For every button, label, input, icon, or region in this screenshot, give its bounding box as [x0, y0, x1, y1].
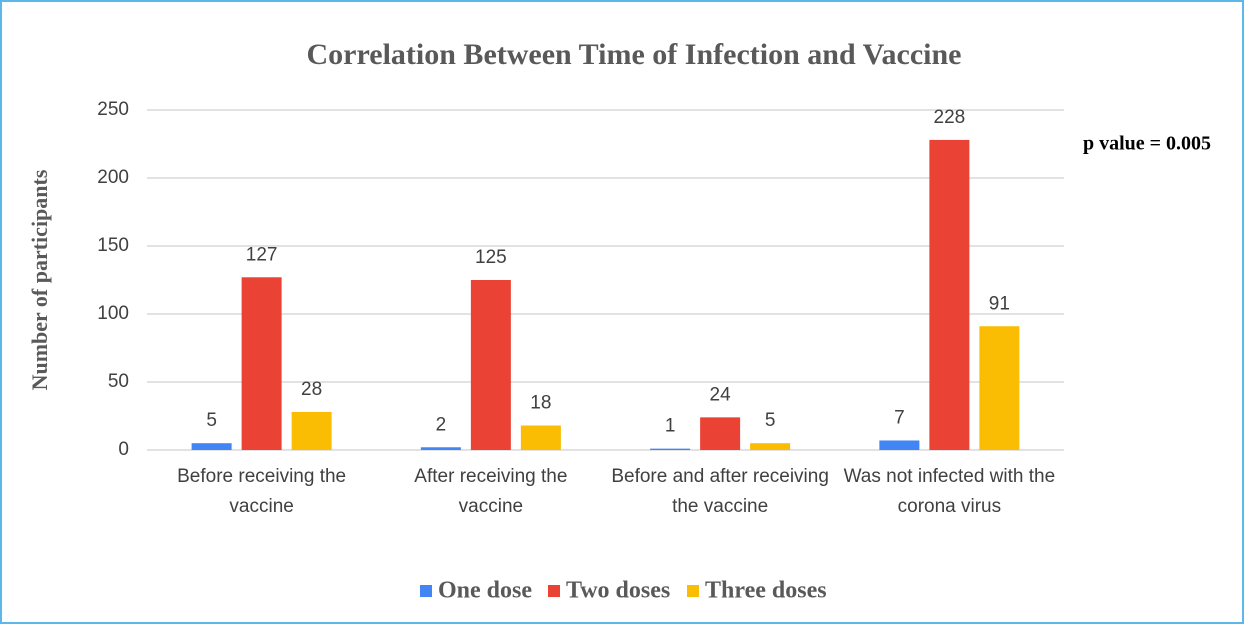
bar [879, 440, 920, 450]
bar [191, 443, 232, 450]
y-tick-label: 0 [118, 439, 129, 460]
y-tick-label: 100 [97, 303, 129, 324]
bar [420, 447, 461, 450]
bar [520, 425, 561, 450]
data-label: 1 [665, 416, 676, 437]
bar [470, 280, 511, 450]
legend-label: Three doses [705, 578, 827, 604]
data-label: 24 [710, 384, 732, 405]
legend-label: One dose [438, 578, 532, 604]
data-label: 7 [894, 407, 905, 428]
bar [650, 448, 691, 450]
legend-swatch [548, 585, 560, 597]
data-label: 2 [436, 414, 447, 435]
y-tick-label: 200 [97, 167, 129, 188]
bar [291, 411, 332, 450]
x-tick-label: After receiving the vaccine [414, 466, 568, 517]
y-tick-label: 250 [97, 99, 129, 120]
annotation: p value = 0.005 [1083, 133, 1211, 155]
y-tick-label: 150 [97, 235, 129, 256]
bar [929, 139, 970, 451]
data-label: 18 [530, 393, 551, 414]
chart-title: Correlation Between Time of Infection an… [307, 38, 962, 71]
data-label: 5 [206, 410, 217, 431]
y-axis-label: Number of participants [27, 169, 52, 390]
x-tick-label: Before receiving the vaccine [177, 466, 347, 517]
legend-swatch [687, 585, 699, 597]
data-label: 91 [989, 293, 1010, 314]
bar [750, 443, 791, 450]
data-label: 28 [301, 379, 322, 400]
bar [241, 277, 282, 450]
data-label: 228 [934, 107, 966, 128]
bar [979, 326, 1020, 450]
y-tick-label: 50 [108, 371, 129, 392]
bar [700, 417, 741, 450]
data-label: 125 [475, 247, 507, 268]
x-tick-label: Before and after receiving the vaccine [611, 466, 829, 517]
legend-swatch [420, 585, 432, 597]
data-label: 127 [246, 244, 278, 265]
x-tick-label: Was not infected with the corona virus [843, 466, 1056, 517]
legend-label: Two doses [566, 578, 670, 604]
data-label: 5 [765, 410, 776, 431]
